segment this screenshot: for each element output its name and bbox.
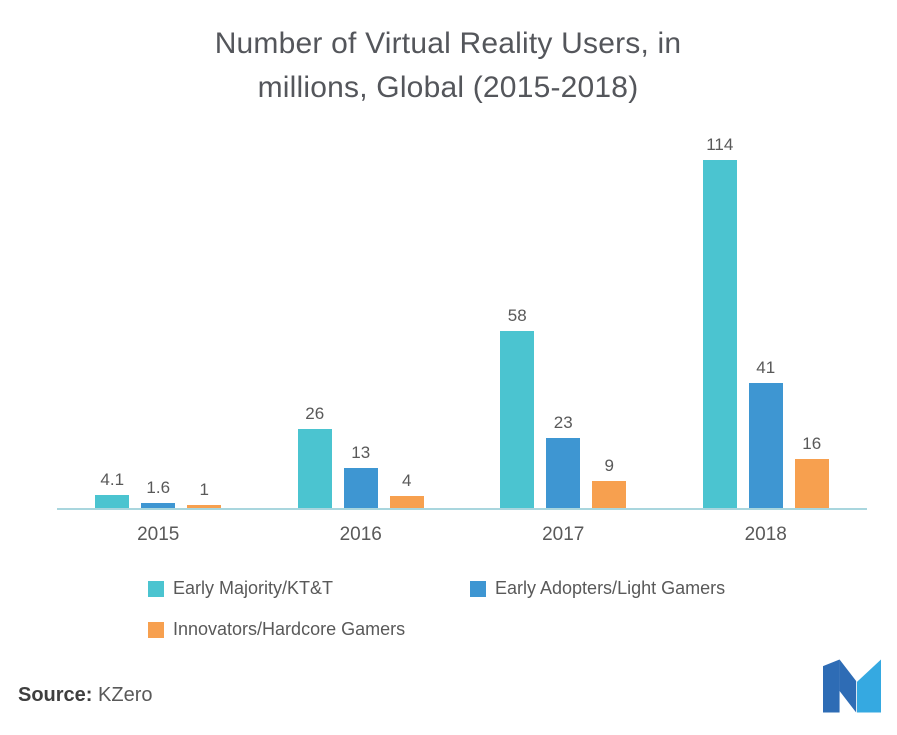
bar-value-label: 4.1 [100,470,125,490]
bar [187,504,222,508]
bar-value-label: 4 [402,470,412,490]
bar-column-2015-s1: 1.6 [141,130,176,508]
legend-swatch [470,580,486,597]
logo-right-shape [856,659,881,713]
bar-value-label: 114 [706,135,734,154]
legend: Early Majority/KT&T Early Adopters/Light … [148,578,725,640]
bar [297,428,332,508]
chart-title: Number of Virtual Reality Users, in mill… [148,22,748,109]
bar-group-2017: 58 23 9 [462,130,665,508]
bar-column-2018-s2: 16 [794,130,829,508]
legend-swatch [148,621,164,638]
source-note: Source: KZero [18,684,153,707]
chart-title-line2: millions, Global (2015-2018) [257,70,639,104]
bar-value-label: 1 [199,479,209,499]
bar-column-2017-s1: 23 [546,130,581,508]
bar [141,503,176,508]
bar-value-label: 16 [802,434,822,454]
bar [95,495,130,508]
bar-groups: 4.1 1.6 1 26 13 4 58 23 9 114 41 16 [57,130,867,508]
bar-value-label: 1.6 [146,478,171,498]
logo-middle-shape [839,659,857,713]
bar [389,495,424,508]
legend-label: Early Adopters/Light Gamers [495,578,726,598]
bar-group-2016: 26 13 4 [260,130,463,508]
chart-title-line1: Number of Virtual Reality Users, in [214,27,682,60]
brand-m-logo-icon [823,659,881,713]
x-axis-labels: 2015 2016 2017 2018 [57,524,867,546]
bar-value-label: 13 [351,443,371,463]
bar [343,468,378,508]
legend-swatch [148,580,164,597]
x-axis-label-2016: 2016 [339,524,382,545]
bar [500,330,535,508]
bar-column-2016-s0: 26 [297,130,332,508]
bar-group-2018: 114 41 16 [665,130,868,508]
bar [546,437,581,508]
bar-group-2015: 4.1 1.6 1 [57,130,260,508]
source-label: Source: [18,684,93,706]
x-axis-label-2015: 2015 [137,524,180,545]
bar-column-2015-s0: 4.1 [95,130,130,508]
bar-column-2018-s1: 41 [748,130,783,508]
bar-value-label: 23 [553,412,573,432]
bar-column-2017-s2: 9 [592,130,627,508]
bar [592,480,627,508]
x-axis-label-2017: 2017 [542,524,585,545]
bar-column-2016-s2: 4 [389,130,424,508]
x-axis-line [57,508,867,510]
bar-value-label: 41 [756,357,776,377]
bar-column-2016-s1: 13 [343,130,378,508]
logo-left-shape [823,659,840,713]
legend-item-2: Innovators/Hardcore Gamers [148,619,470,640]
bar-column-2018-s0: 114 [702,130,737,508]
bar [702,160,737,508]
bar-value-label: 58 [507,305,527,325]
bar-value-label: 9 [604,455,614,475]
legend-label: Early Majority/KT&T [173,578,334,598]
source-value: KZero [98,684,153,706]
bar [794,459,829,508]
legend-item-0: Early Majority/KT&T [148,578,470,599]
bar-column-2015-s2: 1 [187,130,222,508]
bar-value-label: 26 [305,403,325,423]
x-axis-label-2018: 2018 [744,524,787,545]
bar [748,382,783,508]
bar-column-2017-s0: 58 [500,130,535,508]
legend-label: Innovators/Hardcore Gamers [173,619,406,639]
legend-item-1: Early Adopters/Light Gamers [470,578,725,599]
